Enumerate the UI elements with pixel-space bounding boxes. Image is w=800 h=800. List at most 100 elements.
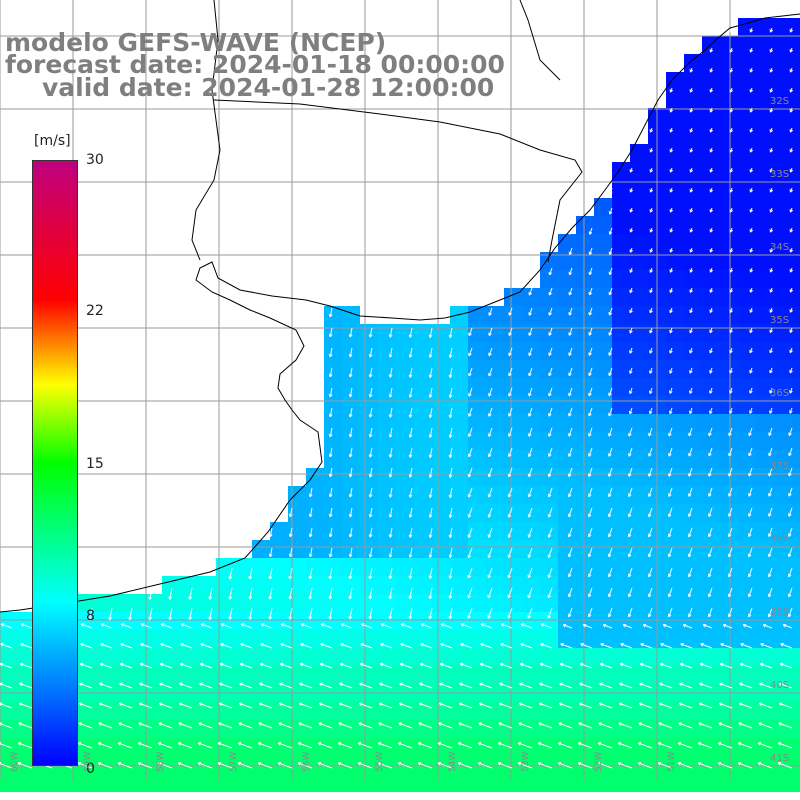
wind-arrow (688, 467, 693, 477)
wind-arrow (617, 762, 633, 769)
wind-arrow (589, 207, 593, 215)
wind-arrow (429, 427, 433, 438)
wind-arrow (728, 527, 733, 537)
wind-arrow (219, 663, 233, 669)
wind-arrow (439, 663, 453, 669)
wind-arrow (620, 643, 633, 649)
wind-cell (216, 612, 234, 630)
wind-cell (540, 270, 558, 288)
wind-arrow (619, 682, 633, 689)
wind-cell (738, 18, 756, 36)
wind-arrow (309, 607, 313, 620)
wind-cell (198, 576, 216, 594)
wind-arrow (508, 547, 513, 558)
wind-arrow (719, 663, 733, 669)
wind-arrow-head (388, 595, 391, 599)
wind-cell (504, 414, 522, 432)
wind-cell (576, 558, 594, 576)
colorbar-tick-min: 0 (86, 761, 95, 777)
wind-cell (612, 594, 630, 612)
wind-cell (18, 738, 36, 756)
wind-cell (468, 774, 486, 792)
wind-cell (558, 594, 576, 612)
wind-cell (738, 72, 756, 90)
wind-arrow (639, 663, 653, 669)
wind-arrow (309, 547, 313, 557)
wind-cell (720, 666, 738, 684)
wind-arrow (708, 607, 713, 618)
wind-cell (720, 342, 738, 360)
wind-cell (576, 576, 594, 594)
wind-arrow (737, 762, 753, 769)
wind-arrow (648, 447, 653, 457)
wind-cell (144, 756, 162, 774)
wind-arrow (257, 762, 273, 769)
wind-cell (666, 144, 684, 162)
wind-cell (414, 414, 432, 432)
wind-cell (252, 612, 270, 630)
wind-cell (756, 306, 774, 324)
wind-arrow-head (148, 616, 151, 620)
wind-arrow-head (388, 394, 391, 398)
wind-arrow (339, 702, 353, 709)
wind-cell (720, 144, 738, 162)
wind-arrow-head (408, 514, 411, 518)
wind-cell (738, 486, 756, 504)
wind-arrow (337, 742, 353, 749)
wind-arrow-head (328, 333, 331, 338)
wind-arrow (578, 722, 593, 729)
wind-arrow (588, 507, 593, 518)
wind-arrow (209, 587, 213, 600)
wind-cell (630, 666, 648, 684)
wind-cell (684, 216, 702, 234)
wind-arrow (568, 487, 573, 498)
wind-arrow (507, 607, 513, 619)
wind-arrow (640, 643, 653, 649)
wind-arrow (608, 367, 613, 376)
wind-arrow (568, 407, 573, 417)
wind-arrow-head (328, 533, 331, 538)
wind-cell (558, 630, 576, 648)
wind-cell (342, 738, 360, 756)
wind-arrow (528, 507, 533, 518)
wind-cell (630, 612, 648, 630)
wind-arrow (508, 427, 513, 437)
wind-cell (450, 450, 468, 468)
wind-arrow (467, 547, 473, 558)
wind-arrow (300, 643, 313, 649)
wind-cell (756, 432, 774, 450)
wind-arrow (668, 607, 673, 618)
wind-arrow-head (108, 616, 111, 621)
wind-cell (432, 666, 450, 684)
wind-cell (450, 396, 468, 414)
wind-cell (666, 288, 684, 306)
wind-cell (720, 648, 738, 666)
wind-cell (504, 738, 522, 756)
wind-cell (684, 108, 702, 126)
wind-arrow (778, 722, 793, 729)
wind-cell (396, 558, 414, 576)
wind-arrow (409, 327, 413, 338)
wind-arrow-head (408, 334, 411, 338)
wind-arrow (329, 347, 333, 358)
wind-arrow (160, 643, 173, 649)
wind-arrow (329, 587, 333, 600)
wind-arrow (369, 407, 373, 418)
wind-cell (576, 450, 594, 468)
wind-cell (252, 774, 270, 792)
wind-cell (522, 414, 540, 432)
wind-cell (468, 576, 486, 594)
wind-cell (450, 738, 468, 756)
wind-arrow (788, 507, 793, 517)
wind-cell (486, 306, 504, 324)
wind-cell (522, 738, 540, 756)
wind-arrow (588, 567, 593, 578)
wind-cell (342, 432, 360, 450)
wind-arrow (369, 427, 373, 438)
wind-arrow (18, 722, 33, 729)
wind-cell (540, 666, 558, 684)
wind-cell (324, 612, 342, 630)
wind-cell (396, 378, 414, 396)
wind-arrow (369, 527, 373, 538)
